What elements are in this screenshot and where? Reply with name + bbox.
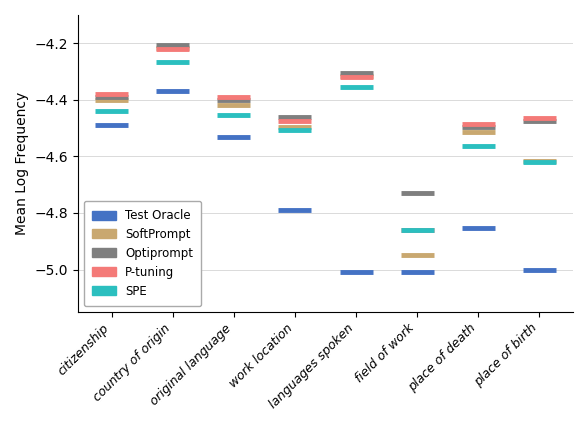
Legend: Test Oracle, SoftPrompt, Optiprompt, P-tuning, SPE: Test Oracle, SoftPrompt, Optiprompt, P-t…: [84, 201, 201, 306]
Y-axis label: Mean Log Frequency: Mean Log Frequency: [15, 92, 29, 235]
